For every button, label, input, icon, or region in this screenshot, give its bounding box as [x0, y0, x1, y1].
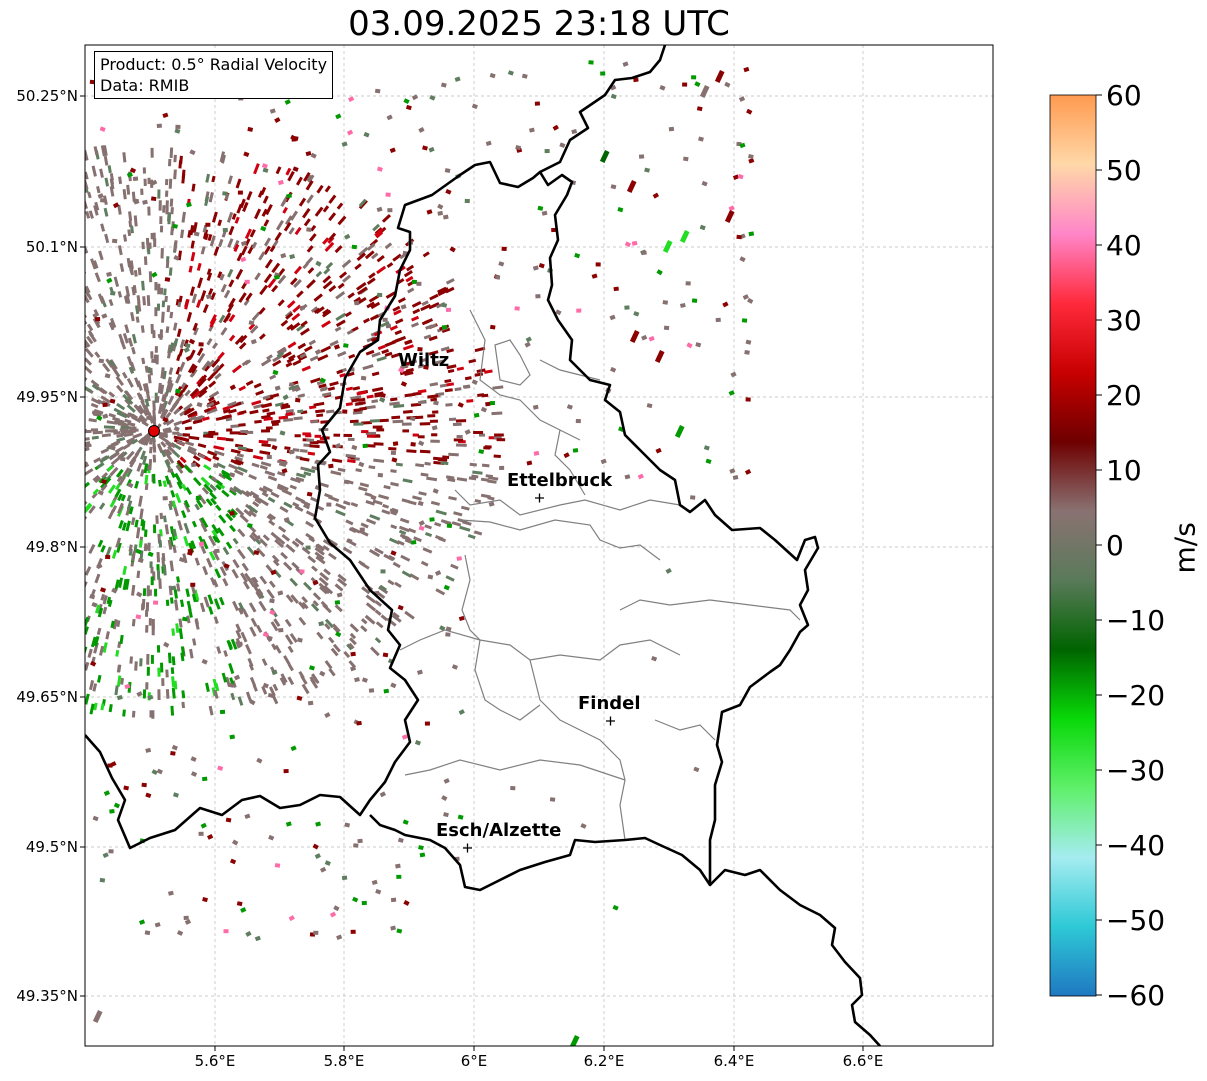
- lat-tick-label: 49.5°N: [25, 838, 78, 856]
- data-source-label: Data: RMIB: [100, 76, 190, 95]
- country-borders: [85, 45, 881, 1046]
- colorbar-tick-label: −30: [1106, 754, 1166, 787]
- colorbar-tick-label: 40: [1106, 229, 1142, 262]
- colorbar-tick-label: 10: [1106, 454, 1142, 487]
- product-label: Product: 0.5° Radial Velocity: [100, 55, 328, 74]
- lon-tick-label: 6°E: [460, 1052, 488, 1070]
- city-marker-ettelbruck: [535, 493, 544, 503]
- lat-tick-label: 50.1°N: [25, 238, 78, 256]
- colorbar-tick-label: 30: [1106, 304, 1142, 337]
- city-marker-esch: [463, 843, 472, 853]
- lat-tick-label: 50.25°N: [16, 87, 78, 105]
- canton-borders: [399, 309, 801, 841]
- lon-tick-label: 6.2°E: [583, 1052, 625, 1070]
- colorbar-tick-label: −10: [1106, 604, 1166, 637]
- lon-tick-label: 6.4°E: [713, 1052, 755, 1070]
- city-label-wiltz: Wiltz: [398, 350, 450, 371]
- city-label-findel: Findel: [578, 693, 641, 714]
- colorbar-gradient: [1049, 94, 1097, 997]
- lon-tick-label: 5.8°E: [323, 1052, 365, 1070]
- city-label-ettelbruck: Ettelbruck: [507, 470, 613, 491]
- radar-echoes: [85, 59, 755, 1046]
- map-frame: [84, 44, 994, 1047]
- colorbar-unit-label: m/s: [1168, 522, 1202, 574]
- map-gridlines: [85, 45, 993, 1046]
- city-markers: [463, 493, 615, 853]
- lat-tick-label: 49.95°N: [16, 388, 78, 406]
- colorbar-tick-label: 20: [1106, 379, 1142, 412]
- colorbar-tick-label: 0: [1106, 529, 1124, 562]
- map-title: 03.09.2025 23:18 UTC: [348, 4, 730, 44]
- colorbar-tick-label: −60: [1106, 979, 1166, 1012]
- lat-tick-label: 49.65°N: [16, 688, 78, 706]
- colorbar-tick-label: 60: [1106, 79, 1142, 112]
- product-info-box: Product: 0.5° Radial Velocity Data: RMIB: [94, 51, 334, 99]
- colorbar-tick-label: −20: [1106, 679, 1166, 712]
- lat-tick-label: 49.35°N: [16, 987, 78, 1005]
- city-marker-findel: [606, 716, 615, 726]
- colorbar-tick-label: 50: [1106, 154, 1142, 187]
- city-label-esch-alzette: Esch/Alzette: [436, 820, 562, 841]
- colorbar-tick-label: −40: [1106, 829, 1166, 862]
- colorbar: [1049, 94, 1102, 997]
- lon-tick-label: 5.6°E: [194, 1052, 236, 1070]
- lat-tick-label: 49.8°N: [25, 538, 78, 556]
- lon-tick-label: 6.6°E: [842, 1052, 884, 1070]
- colorbar-tick-label: −50: [1106, 904, 1166, 937]
- radar-site-marker: [148, 425, 160, 437]
